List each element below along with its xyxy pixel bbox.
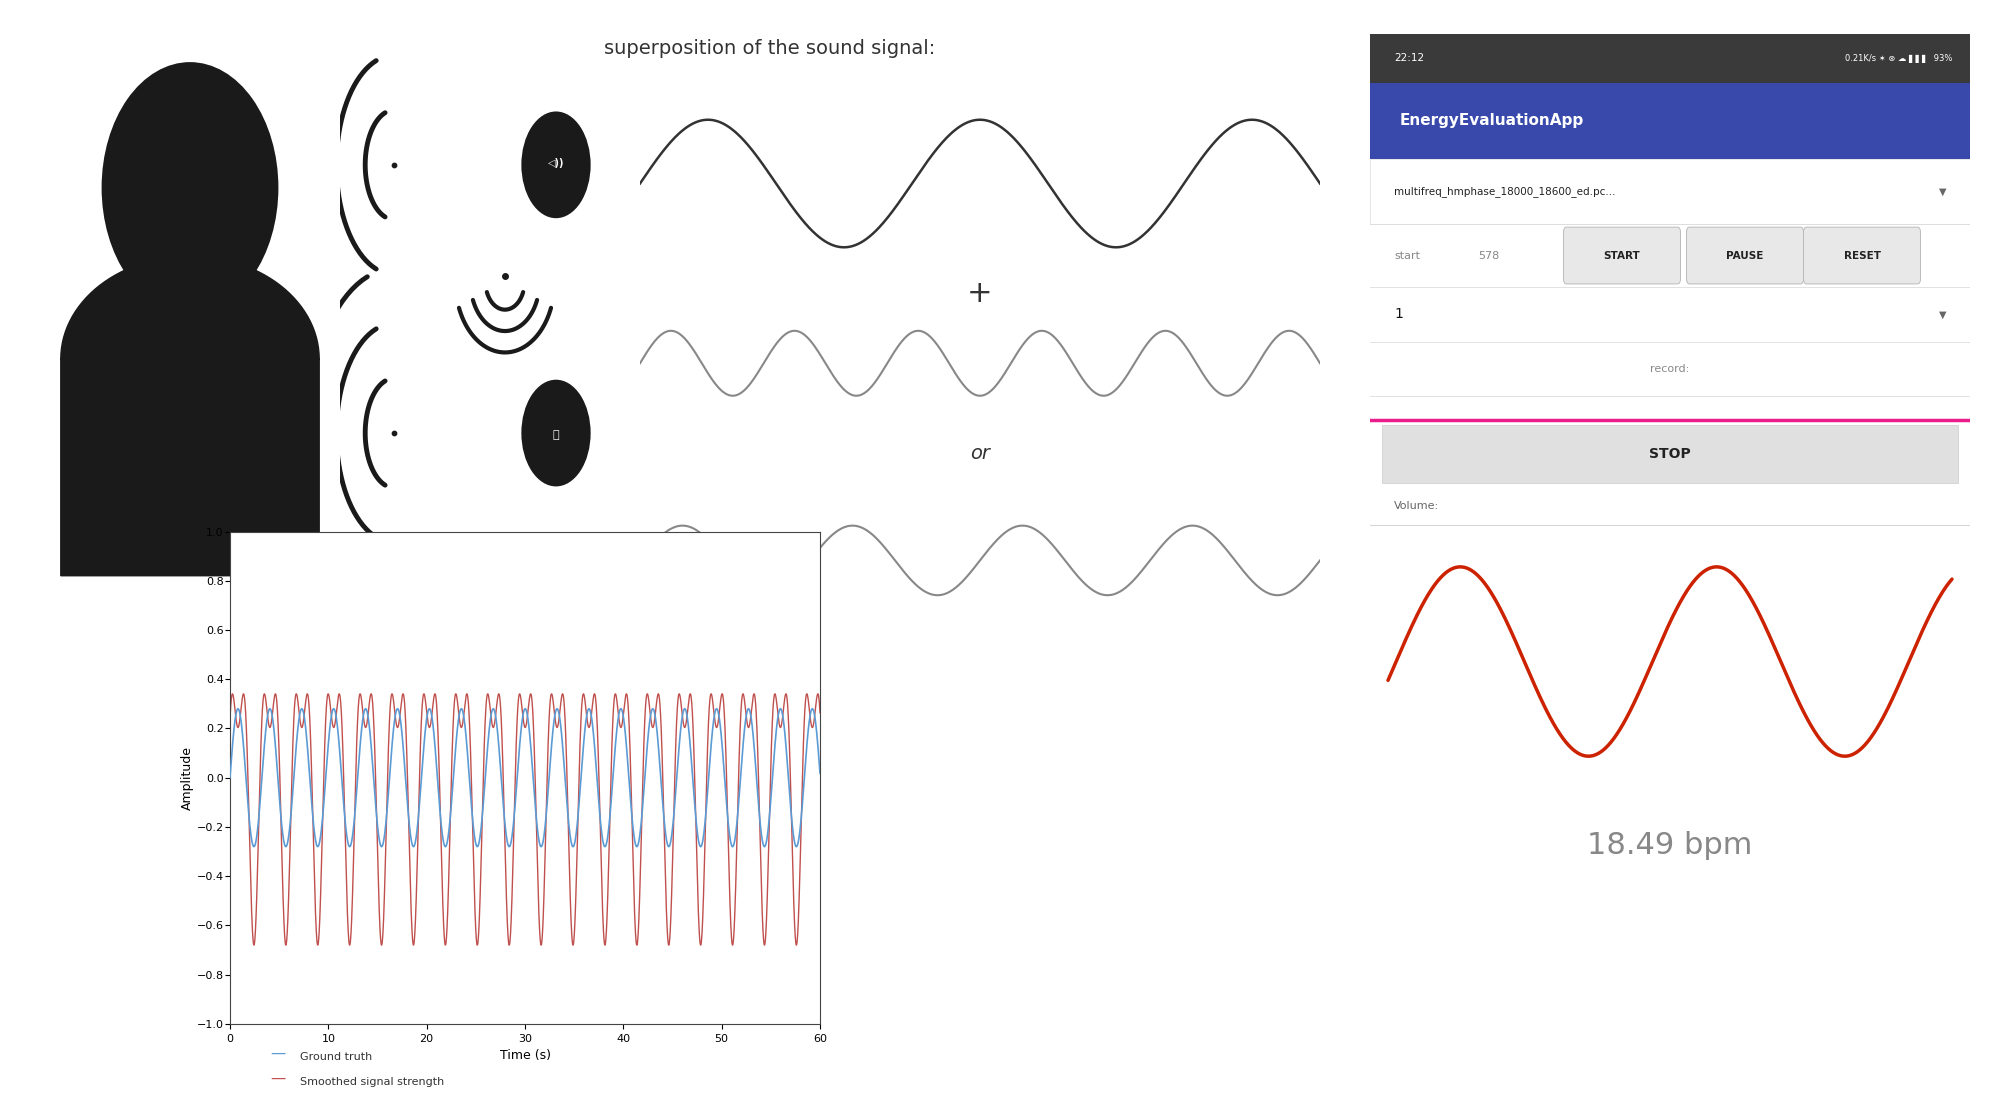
Bar bbox=[1382, 425, 1958, 482]
Bar bbox=[1370, 34, 1970, 83]
Text: 18.49 bpm: 18.49 bpm bbox=[1588, 831, 1752, 861]
Text: STOP: STOP bbox=[1650, 446, 1690, 461]
Text: 🎙: 🎙 bbox=[552, 430, 560, 440]
Text: record:: record: bbox=[1650, 364, 1690, 374]
Ellipse shape bbox=[522, 379, 590, 487]
FancyBboxPatch shape bbox=[1564, 227, 1680, 284]
FancyBboxPatch shape bbox=[1804, 227, 1920, 284]
Text: ▼: ▼ bbox=[1938, 187, 1946, 196]
FancyBboxPatch shape bbox=[1364, 23, 1976, 1096]
Text: or: or bbox=[970, 444, 990, 463]
Text: ◁)): ◁)) bbox=[548, 158, 564, 168]
Text: superposition of the sound signal:: superposition of the sound signal: bbox=[604, 39, 936, 58]
Text: 1: 1 bbox=[1394, 308, 1402, 321]
Text: 578: 578 bbox=[1478, 251, 1500, 261]
Text: Ground truth: Ground truth bbox=[300, 1052, 372, 1062]
Bar bbox=[1370, 159, 1970, 224]
Text: multifreq_hmphase_18000_18600_ed.pc...: multifreq_hmphase_18000_18600_ed.pc... bbox=[1394, 186, 1616, 197]
Text: 0.21K/s ✶ ⊗ ☁ ▌▌▌  93%: 0.21K/s ✶ ⊗ ☁ ▌▌▌ 93% bbox=[1844, 54, 1952, 63]
Text: Volume:: Volume: bbox=[1394, 501, 1440, 511]
Text: —: — bbox=[270, 1045, 286, 1061]
Text: EnergyEvaluationApp: EnergyEvaluationApp bbox=[1400, 113, 1584, 129]
Text: start: start bbox=[1394, 251, 1420, 261]
Text: —: — bbox=[270, 1071, 286, 1087]
Text: ▼: ▼ bbox=[1938, 310, 1946, 319]
Text: PAUSE: PAUSE bbox=[1726, 251, 1764, 261]
Ellipse shape bbox=[102, 62, 278, 313]
Text: 22:12: 22:12 bbox=[1394, 54, 1424, 64]
Text: +: + bbox=[968, 279, 992, 308]
Text: START: START bbox=[1604, 251, 1640, 261]
Ellipse shape bbox=[522, 112, 590, 218]
Y-axis label: Amplitude: Amplitude bbox=[180, 745, 194, 810]
Text: RESET: RESET bbox=[1844, 251, 1880, 261]
X-axis label: Time (s): Time (s) bbox=[500, 1050, 550, 1062]
Polygon shape bbox=[60, 256, 320, 575]
Text: Smoothed signal strength: Smoothed signal strength bbox=[300, 1078, 444, 1088]
Bar bbox=[1370, 83, 1970, 159]
FancyBboxPatch shape bbox=[1686, 227, 1804, 284]
